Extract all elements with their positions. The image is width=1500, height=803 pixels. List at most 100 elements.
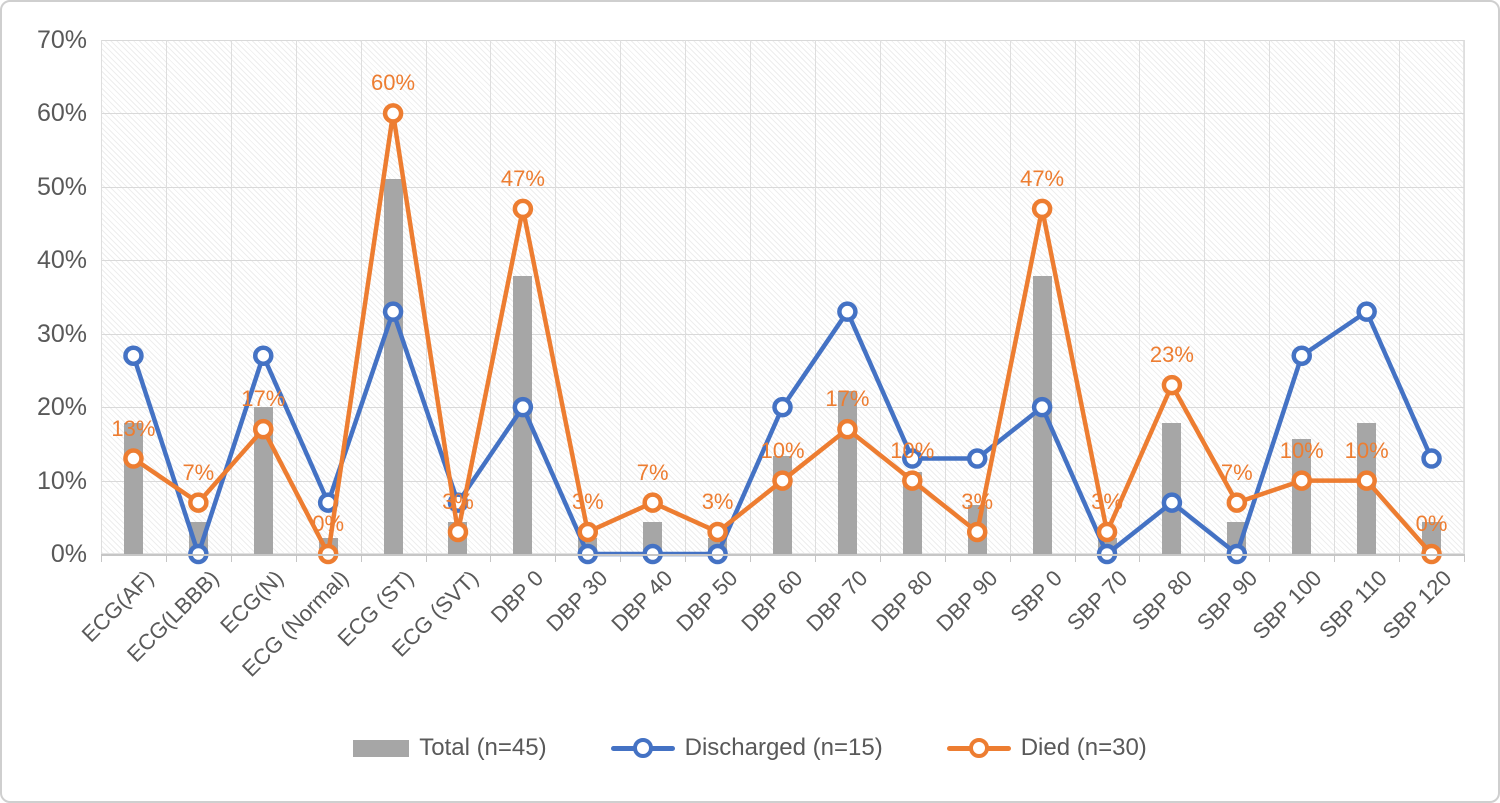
died-data-label: 7% [1220,459,1253,485]
bar-total [383,178,403,554]
marker-died [188,492,209,513]
vertical-gridline [620,40,622,554]
y-axis-tick-label: 50% [36,172,87,201]
died-data-label: 0% [312,511,345,536]
y-axis-tick-label: 70% [36,26,87,54]
legend-label-total: Total (n=45) [419,734,547,761]
marker-died [1096,521,1118,543]
x-axis-tick [555,554,557,562]
y-axis-tick-label: 10% [36,466,87,495]
died-data-label: 47% [1020,165,1065,191]
x-axis-tick [425,554,427,562]
died-data-label: 47% [500,165,545,191]
legend-item-total: Total (n=45) [353,734,547,761]
marker-discharged [902,448,923,469]
x-axis-tick [101,554,102,562]
marker-discharged [837,301,858,322]
y-axis-tick-label: 0% [50,540,87,568]
vertical-gridline [1204,40,1206,554]
marker-discharged [1031,396,1053,418]
died-data-label: 10% [890,437,935,463]
marker-discharged [382,301,404,322]
marker-discharged [253,345,274,366]
vertical-gridline [1074,40,1076,554]
died-data-label: 3% [1091,488,1123,514]
vertical-gridline [165,40,167,554]
vertical-gridline [1334,40,1336,554]
vertical-gridline [360,40,362,554]
marker-died [1226,492,1248,513]
y-axis-tick-label: 30% [36,319,87,348]
x-axis-tick [814,554,816,562]
horizontal-gridline [101,260,1464,262]
legend-item-discharged: Discharged (n=15) [610,734,883,761]
marker-died [642,492,663,513]
marker-died [772,470,793,491]
died-data-label: 3% [701,488,734,514]
vertical-gridline [1009,40,1011,554]
y-axis-tick-label: 60% [36,99,87,128]
vertical-gridline [750,40,752,554]
x-axis-tick [750,554,752,562]
x-axis-tick [230,554,232,562]
died-data-label: 7% [636,459,669,485]
marker-died [447,521,469,543]
legend-item-died: Died (n=30) [946,734,1147,761]
vertical-gridline [1139,40,1141,554]
died-data-label: 3% [571,488,604,514]
y-axis-tick-label: 20% [36,393,87,422]
x-axis-tick [1269,554,1271,562]
x-axis-tick [1464,554,1465,562]
died-data-label: 7% [182,459,215,485]
x-axis-tick [879,554,881,562]
died-data-label: 17% [241,386,286,412]
legend-label-discharged: Discharged (n=15) [684,734,883,761]
vertical-gridline [685,40,687,554]
marker-died [512,198,534,220]
horizontal-gridline [101,40,1464,41]
bar-total [1292,439,1312,554]
vertical-gridline [230,40,232,554]
x-axis-tick [944,554,946,562]
x-axis-tick [1009,554,1011,562]
marker-discharged [966,448,988,469]
vertical-gridline [1269,40,1271,554]
marker-died [902,470,923,491]
died-data-label: 3% [442,488,474,514]
vertical-gridline [944,40,946,554]
legend-label-died: Died (n=30) [1020,734,1147,761]
vertical-gridline [425,40,427,554]
marker-discharged [123,345,144,366]
marker-died [253,418,274,440]
died-data-label: 10% [1344,437,1389,463]
died-data-label: 13% [111,415,156,441]
marker-died [577,521,599,543]
horizontal-gridline [101,333,1464,335]
marker-died [123,448,144,469]
x-axis-tick [490,554,492,562]
x-axis-tick [165,554,167,562]
died-data-label: 23% [1149,342,1194,368]
vertical-gridline [814,40,816,554]
marker-died [707,521,728,543]
x-axis-line [101,554,1465,556]
legend: Total (n=45) Discharged (n=15) Died (n=3… [2,735,1498,761]
marker-died [1356,470,1377,491]
marker-discharged [772,396,793,418]
marker-discharged [1291,345,1312,366]
discharged-line-swatch-icon [610,737,675,759]
y-axis-tick-label: 40% [36,246,87,275]
x-axis-tick [620,554,622,562]
x-axis-tick [295,554,297,562]
vertical-gridline [1399,40,1401,554]
died-data-label: 3% [961,488,994,514]
x-axis-tick [1334,554,1336,562]
marker-died [1161,374,1183,396]
vertical-gridline [101,40,102,554]
marker-died [382,103,404,124]
marker-died [1291,470,1312,491]
marker-discharged [1421,448,1442,469]
total-bar-swatch-icon [353,739,410,757]
marker-died [966,521,988,543]
